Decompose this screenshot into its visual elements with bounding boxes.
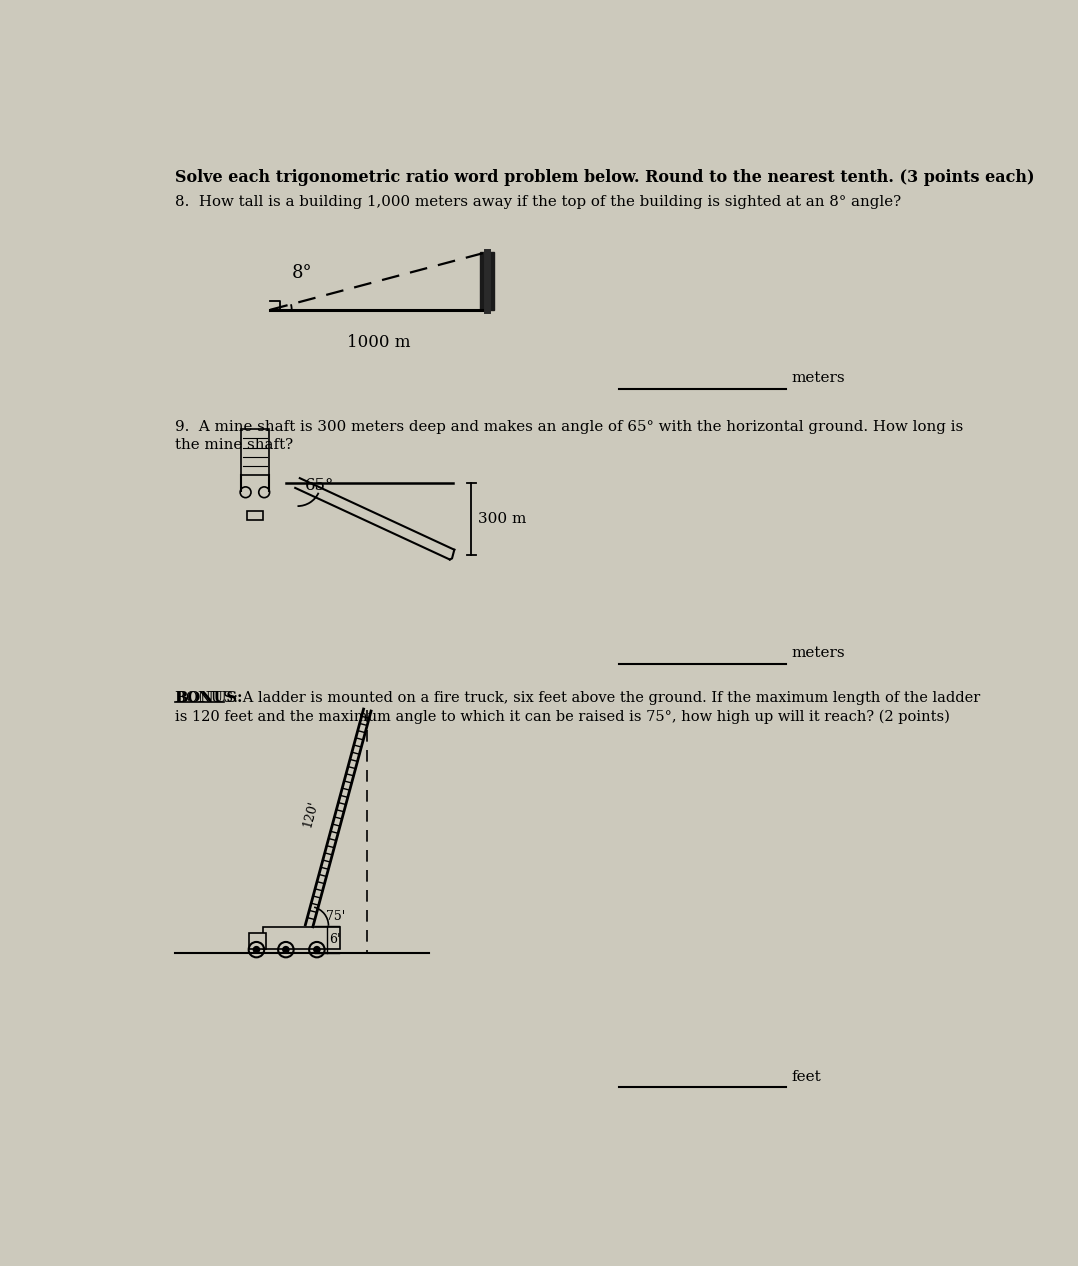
Text: 6': 6' <box>329 933 341 946</box>
Text: 8°: 8° <box>292 263 313 281</box>
Text: 1000 m: 1000 m <box>347 334 411 352</box>
Text: BONUS: A ladder is mounted on a fire truck, six feet above the ground. If the ma: BONUS: A ladder is mounted on a fire tru… <box>175 691 980 705</box>
Text: 120': 120' <box>301 799 321 829</box>
Text: 65°: 65° <box>305 477 334 494</box>
Text: 300 m: 300 m <box>478 511 526 525</box>
Bar <box>240 429 268 475</box>
Text: 9.  A mine shaft is 300 meters deep and makes an angle of 65° with the horizonta: 9. A mine shaft is 300 meters deep and m… <box>175 420 964 434</box>
Circle shape <box>253 947 260 953</box>
Circle shape <box>314 947 320 953</box>
Text: is 120 feet and the maximum angle to which it can be raised is 75°, how high up : is 120 feet and the maximum angle to whi… <box>175 709 950 724</box>
Text: 8.  How tall is a building 1,000 meters away if the top of the building is sight: 8. How tall is a building 1,000 meters a… <box>175 195 901 209</box>
Text: Solve each trigonometric ratio word problem below. Round to the nearest tenth. (: Solve each trigonometric ratio word prob… <box>175 168 1035 186</box>
Text: 75': 75' <box>327 910 345 923</box>
Bar <box>481 252 495 310</box>
Bar <box>249 933 265 950</box>
Text: meters: meters <box>791 646 845 660</box>
Text: meters: meters <box>791 371 845 385</box>
Bar <box>263 927 341 950</box>
Text: the mine shaft?: the mine shaft? <box>175 438 293 452</box>
Bar <box>247 510 263 520</box>
Circle shape <box>282 947 289 953</box>
Text: feet: feet <box>791 1070 821 1084</box>
Text: BONUS:: BONUS: <box>175 691 243 705</box>
